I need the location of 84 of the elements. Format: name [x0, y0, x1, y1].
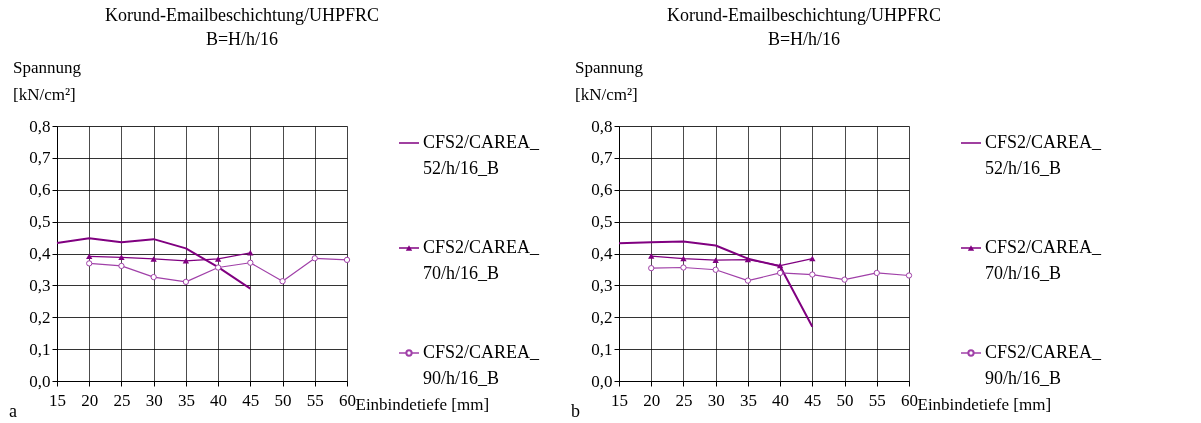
- point: [648, 253, 655, 259]
- legend-label: CFS2/CAREA_52/h/16_B: [985, 132, 1103, 178]
- x-tick-label: 25: [675, 390, 693, 410]
- y-tick-label: 0,0: [29, 371, 51, 391]
- x-tick-label: 55: [306, 390, 324, 410]
- chart-title: Korund-Emailbeschichtung/UHPFRC: [105, 5, 379, 25]
- point: [214, 264, 222, 271]
- point: [809, 271, 816, 278]
- y-tick-label: 0,5: [29, 212, 51, 232]
- x-axis-title: Einbindetiefe [mm]: [917, 394, 1052, 414]
- chart-title: Korund-Emailbeschichtung/UHPFRC: [667, 5, 941, 25]
- point: [86, 253, 93, 260]
- point: [279, 278, 286, 285]
- point: [214, 256, 222, 262]
- point: [776, 269, 784, 277]
- point: [247, 259, 254, 266]
- point: [648, 265, 655, 272]
- y-tick-label: 0,7: [591, 148, 613, 168]
- y-axis-title: Spannung [kN/cm²]: [13, 58, 82, 104]
- legend-label: CFS2/CAREA_90/h/16_B: [423, 342, 541, 388]
- point: [873, 269, 880, 277]
- x-tick-label: 15: [49, 390, 66, 410]
- y-tick-label: 0,3: [591, 275, 613, 295]
- x-tick-label: 25: [113, 390, 131, 410]
- y-tick-label: 0,0: [591, 371, 613, 391]
- legend-label: CFS2/CAREA_70/h/16_B: [985, 237, 1103, 283]
- y-tick-label: 0,8: [29, 116, 51, 136]
- y-tick-label: 0,1: [29, 339, 51, 359]
- line-series: [56, 237, 252, 290]
- point: [905, 272, 913, 279]
- x-tick-label: 35: [739, 390, 757, 410]
- point: [744, 277, 752, 284]
- x-tick-label: 50: [274, 390, 292, 410]
- y-tick-label: 0,1: [591, 339, 613, 359]
- point: [86, 260, 93, 267]
- line-series: [618, 240, 814, 328]
- y-tick-label: 0,6: [591, 180, 613, 200]
- y-tick-label: 0,6: [29, 180, 51, 200]
- point: [680, 264, 687, 271]
- y-tick-label: 0,3: [29, 275, 51, 295]
- point: [680, 255, 687, 262]
- point: [118, 262, 125, 270]
- legend-label: CFS2/CAREA_70/h/16_B: [423, 237, 541, 283]
- text: b: [571, 401, 580, 421]
- x-tick-label: 30: [707, 390, 725, 410]
- y-tick-label: 0,8: [591, 116, 613, 136]
- point: [182, 278, 190, 286]
- x-tick-label: 40: [210, 390, 228, 410]
- point: [150, 273, 157, 281]
- y-tick-label: 0,2: [591, 307, 613, 327]
- point: [247, 250, 254, 256]
- y-tick-label: 0,4: [591, 244, 613, 263]
- legend-label: CFS2/CAREA_90/h/16_B: [985, 342, 1103, 388]
- x-tick-label: 50: [836, 390, 854, 410]
- y-tick-label: 0,7: [29, 148, 51, 168]
- point: [712, 257, 719, 263]
- x-tick-label: 45: [804, 390, 822, 410]
- point: [343, 256, 351, 264]
- x-tick-label: 35: [177, 390, 195, 410]
- x-tick-label: 15: [611, 390, 628, 410]
- x-tick-label: 20: [643, 390, 661, 410]
- chart-subtitle: B=H/h/16: [205, 29, 279, 49]
- x-tick-label: 60: [901, 390, 918, 410]
- x-tick-label: 40: [772, 390, 790, 410]
- point: [841, 276, 848, 283]
- x-tick-label: 55: [868, 390, 886, 410]
- y-tick-label: 0,5: [591, 212, 613, 232]
- y-axis-title: Spannung [kN/cm²]: [575, 58, 644, 104]
- point: [118, 254, 125, 261]
- x-tick-label: 20: [81, 390, 99, 410]
- x-tick-label: 45: [242, 390, 260, 410]
- x-axis-title: Einbindetiefe [mm]: [355, 394, 490, 414]
- x-tick-label: 30: [145, 390, 163, 410]
- point: [150, 256, 157, 262]
- point: [182, 258, 190, 264]
- chart-subtitle: B=H/h/16: [767, 29, 841, 49]
- legend-label: CFS2/CAREA_52/h/16_B: [423, 132, 541, 178]
- point: [744, 256, 752, 263]
- point: [712, 266, 719, 273]
- text: a: [9, 401, 17, 421]
- y-tick-label: 0,4: [29, 244, 51, 263]
- x-tick-label: 60: [339, 390, 356, 410]
- y-tick-label: 0,2: [29, 307, 51, 327]
- point: [311, 255, 318, 262]
